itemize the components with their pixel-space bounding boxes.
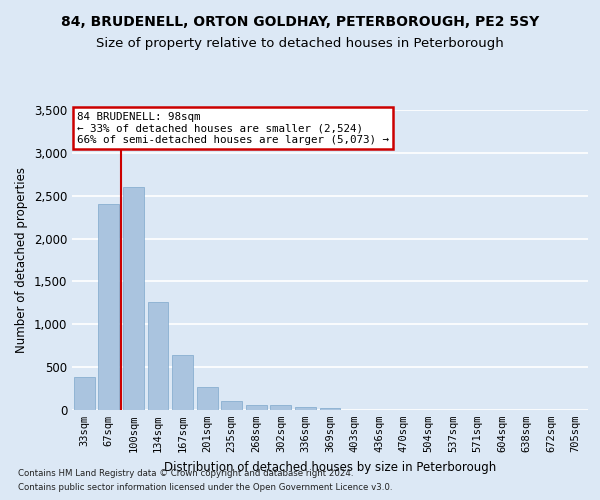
Bar <box>74 376 95 410</box>
Y-axis label: Number of detached properties: Number of detached properties <box>15 167 28 353</box>
Text: Contains HM Land Registry data © Crown copyright and database right 2024.: Contains HM Land Registry data © Crown c… <box>18 468 353 477</box>
Text: 84, BRUDENELL, ORTON GOLDHAY, PETERBOROUGH, PE2 5SY: 84, BRUDENELL, ORTON GOLDHAY, PETERBOROU… <box>61 15 539 29</box>
X-axis label: Distribution of detached houses by size in Peterborough: Distribution of detached houses by size … <box>164 460 496 473</box>
Bar <box>246 405 267 410</box>
Bar <box>98 204 119 410</box>
Bar <box>271 406 292 410</box>
Bar <box>123 187 144 410</box>
Bar <box>221 400 242 410</box>
Bar <box>148 302 169 410</box>
Text: Contains public sector information licensed under the Open Government Licence v3: Contains public sector information licen… <box>18 484 392 492</box>
Bar <box>320 408 340 410</box>
Bar <box>197 387 218 410</box>
Text: Size of property relative to detached houses in Peterborough: Size of property relative to detached ho… <box>96 38 504 51</box>
Text: 84 BRUDENELL: 98sqm
← 33% of detached houses are smaller (2,524)
66% of semi-det: 84 BRUDENELL: 98sqm ← 33% of detached ho… <box>77 112 389 144</box>
Bar <box>172 355 193 410</box>
Bar <box>295 407 316 410</box>
